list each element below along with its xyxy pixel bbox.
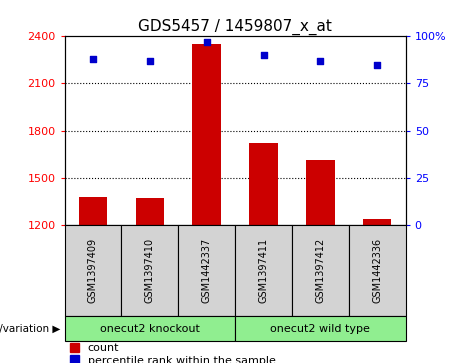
Point — [203, 39, 210, 45]
Text: GSM1442337: GSM1442337 — [201, 238, 212, 303]
FancyBboxPatch shape — [65, 316, 235, 341]
FancyBboxPatch shape — [178, 225, 235, 316]
FancyBboxPatch shape — [349, 225, 406, 316]
FancyBboxPatch shape — [121, 225, 178, 316]
Bar — [249, 143, 278, 225]
Text: GSM1397411: GSM1397411 — [259, 238, 269, 303]
Text: GSM1397412: GSM1397412 — [315, 238, 325, 303]
FancyBboxPatch shape — [235, 225, 292, 316]
Point — [260, 52, 267, 58]
FancyBboxPatch shape — [65, 225, 121, 316]
Legend: count, percentile rank within the sample: count, percentile rank within the sample — [70, 343, 276, 363]
Bar — [136, 197, 164, 225]
Point — [317, 58, 324, 64]
Text: GSM1397410: GSM1397410 — [145, 238, 155, 303]
Text: GSM1397409: GSM1397409 — [88, 238, 98, 303]
Point — [373, 62, 381, 68]
Bar — [306, 160, 335, 225]
Text: onecut2 wild type: onecut2 wild type — [271, 323, 370, 334]
FancyBboxPatch shape — [292, 225, 349, 316]
Text: genotype/variation ▶: genotype/variation ▶ — [0, 323, 60, 334]
Point — [89, 56, 97, 62]
FancyBboxPatch shape — [235, 316, 406, 341]
Bar — [79, 197, 107, 225]
Title: GDS5457 / 1459807_x_at: GDS5457 / 1459807_x_at — [138, 19, 332, 35]
Bar — [363, 219, 391, 225]
Bar — [193, 44, 221, 225]
Point — [146, 58, 154, 64]
Text: onecut2 knockout: onecut2 knockout — [100, 323, 200, 334]
Text: GSM1442336: GSM1442336 — [372, 238, 382, 303]
